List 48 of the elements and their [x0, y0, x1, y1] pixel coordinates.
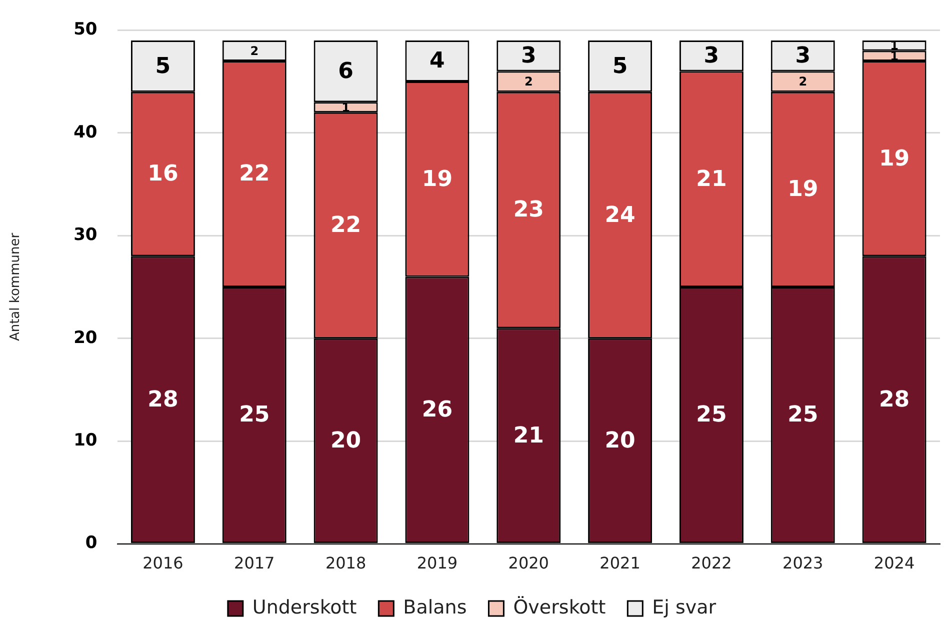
- legend-label: Ej svar: [652, 596, 716, 618]
- data-label: 25: [696, 402, 727, 428]
- data-label: 3: [520, 44, 536, 69]
- data-label: 2: [524, 74, 533, 89]
- data-label: 6: [338, 59, 354, 84]
- data-label: 19: [788, 177, 818, 202]
- data-label: 28: [878, 387, 910, 412]
- data-label: 26: [422, 398, 453, 423]
- data-label: 20: [330, 428, 362, 454]
- data-label: 21: [513, 423, 544, 448]
- data-label: 19: [422, 166, 453, 192]
- data-label: 25: [239, 402, 270, 428]
- x-tick-label: 2020: [508, 554, 549, 573]
- x-tick-label: 2019: [416, 554, 458, 573]
- x-tick-label: 2022: [691, 554, 732, 573]
- legend-label: Underskott: [252, 596, 357, 618]
- x-tick-label: 2016: [142, 554, 184, 573]
- x-tick-label: 2024: [874, 554, 915, 573]
- data-label: 22: [239, 162, 270, 187]
- data-label: 24: [604, 202, 636, 228]
- y-tick-label: 30: [74, 225, 98, 246]
- x-tick-label: 2021: [600, 554, 640, 573]
- data-label: 19: [878, 146, 910, 172]
- data-label: 20: [604, 428, 636, 454]
- x-tick-label: 2023: [782, 554, 824, 573]
- data-label: 23: [513, 198, 544, 223]
- y-tick-label: 50: [74, 20, 98, 40]
- data-label: 5: [612, 54, 628, 79]
- y-tick-label: 40: [74, 122, 98, 142]
- data-label: 16: [148, 162, 178, 187]
- data-label: 2: [250, 44, 259, 58]
- data-label: 3: [795, 44, 811, 69]
- y-tick-label: 10: [74, 430, 98, 450]
- data-label: 21: [696, 166, 727, 192]
- data-label: 25: [788, 402, 818, 428]
- data-label: 28: [148, 387, 178, 412]
- legend-label: Överskott: [513, 595, 606, 618]
- y-tick-label: 0: [85, 533, 98, 554]
- data-label: 2: [798, 74, 808, 89]
- y-axis-title: Antal kommuner: [8, 232, 24, 342]
- data-label: 5: [155, 54, 171, 79]
- x-tick-label: 2018: [325, 554, 366, 573]
- x-tick-label: 2017: [234, 554, 275, 573]
- y-tick-label: 20: [74, 328, 98, 348]
- data-label: 4: [430, 48, 445, 74]
- legend-label: Balans: [403, 596, 467, 618]
- data-label: 22: [330, 213, 362, 238]
- data-label: 3: [704, 44, 720, 69]
